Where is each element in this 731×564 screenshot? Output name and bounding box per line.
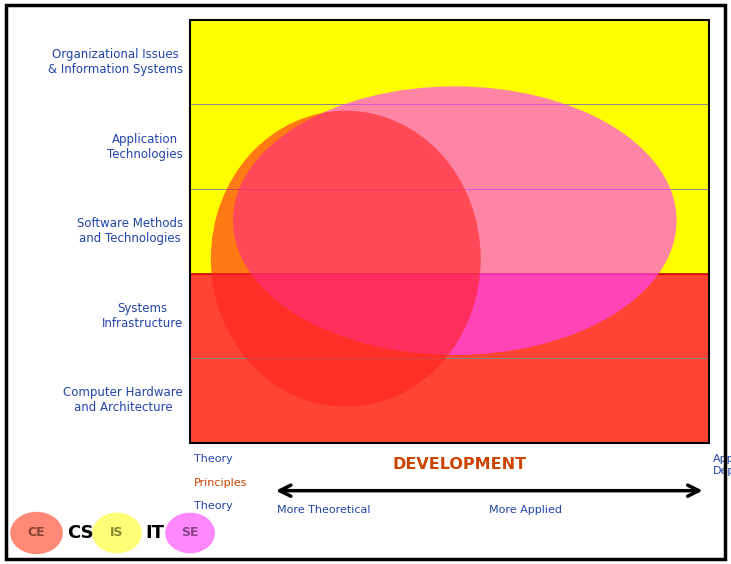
Text: IS: IS bbox=[110, 526, 124, 540]
Ellipse shape bbox=[165, 513, 215, 553]
Text: Systems
Infrastructure: Systems Infrastructure bbox=[102, 302, 183, 330]
Text: CE: CE bbox=[28, 526, 45, 540]
Text: SE: SE bbox=[181, 526, 199, 540]
Text: Theory: Theory bbox=[194, 454, 232, 464]
Text: Application
Deployment: Application Deployment bbox=[713, 454, 731, 475]
Text: Principles: Principles bbox=[194, 478, 247, 488]
Text: IT: IT bbox=[145, 524, 164, 542]
Ellipse shape bbox=[233, 86, 677, 355]
Text: Organizational Issues
& Information Systems: Organizational Issues & Information Syst… bbox=[48, 48, 183, 76]
Text: More Applied: More Applied bbox=[489, 505, 562, 515]
Text: Computer Hardware
and Architecture: Computer Hardware and Architecture bbox=[63, 386, 183, 415]
Bar bbox=[190, 274, 709, 443]
Bar bbox=[190, 20, 709, 443]
Text: More Theoretical: More Theoretical bbox=[277, 505, 371, 515]
Ellipse shape bbox=[92, 513, 142, 553]
Ellipse shape bbox=[211, 111, 481, 407]
Text: Application
Technologies: Application Technologies bbox=[107, 133, 183, 161]
Text: CS: CS bbox=[67, 524, 94, 542]
Bar bbox=[190, 20, 709, 443]
Text: DEVELOPMENT: DEVELOPMENT bbox=[393, 457, 527, 472]
Text: Theory: Theory bbox=[194, 501, 232, 512]
Text: Software Methods
and Technologies: Software Methods and Technologies bbox=[77, 217, 183, 245]
Ellipse shape bbox=[10, 512, 63, 554]
